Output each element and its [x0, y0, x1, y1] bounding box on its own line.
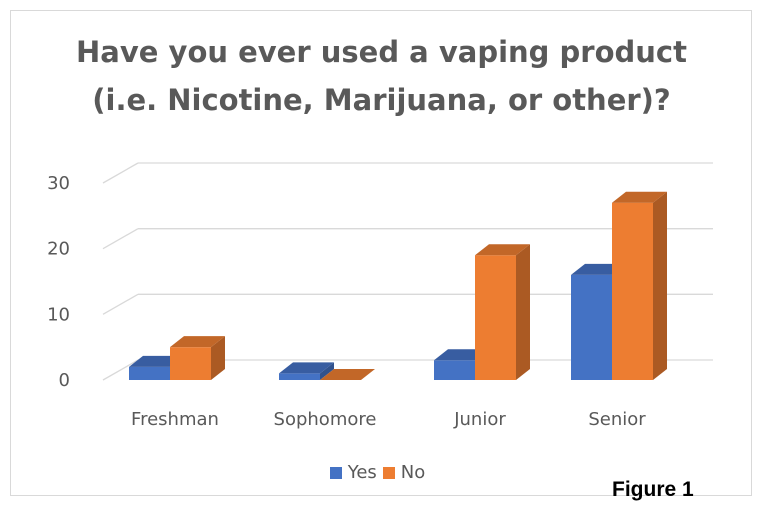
legend-swatch-no — [382, 466, 395, 479]
legend-item-no: No — [382, 462, 426, 483]
x-tick-label: Junior — [453, 409, 506, 430]
bar-yes — [129, 366, 170, 380]
bar-top-no — [612, 191, 667, 203]
chart-title-line-1: Have you ever used a vaping product — [76, 35, 687, 69]
bar-no — [475, 255, 516, 380]
bar-top-no — [475, 244, 530, 256]
chart-title-line-2: (i.e. Nicotine, Marijuana, or other)? — [92, 83, 671, 117]
y-tick-label: 20 — [47, 239, 70, 260]
chart-title: Have you ever used a vaping product (i.e… — [0, 28, 763, 124]
bar-side-no — [211, 336, 225, 380]
bar-yes — [434, 360, 475, 380]
y-tick-label: 10 — [47, 304, 70, 325]
legend-label-yes: Yes — [347, 462, 377, 483]
bar-side-no — [653, 191, 667, 380]
figure-label: Figure 1 — [612, 478, 694, 501]
chart-legend: Yes No — [0, 462, 763, 483]
legend-item-yes: Yes — [329, 462, 377, 483]
bar-yes — [279, 373, 320, 380]
y-tick-label: 30 — [47, 173, 70, 194]
x-tick-label: Freshman — [131, 409, 219, 430]
bar-top-no — [170, 336, 225, 348]
gridline-depth — [102, 162, 139, 184]
bar-side-no — [516, 244, 530, 380]
bar-no — [170, 347, 211, 380]
gridline-depth — [102, 359, 139, 381]
bar-top-no — [320, 369, 375, 380]
bar-side-yes — [320, 362, 334, 380]
gridline-depth — [102, 228, 139, 250]
y-tick-label: 0 — [59, 370, 70, 391]
gridline-depth — [102, 293, 139, 315]
bar-no — [612, 202, 653, 380]
x-tick-label: Sophomore — [274, 409, 377, 430]
legend-swatch-yes — [329, 466, 342, 479]
bar-yes — [571, 274, 612, 380]
legend-label-no: No — [400, 462, 426, 483]
bar-top-yes — [279, 362, 334, 374]
x-tick-label: Senior — [588, 409, 646, 430]
